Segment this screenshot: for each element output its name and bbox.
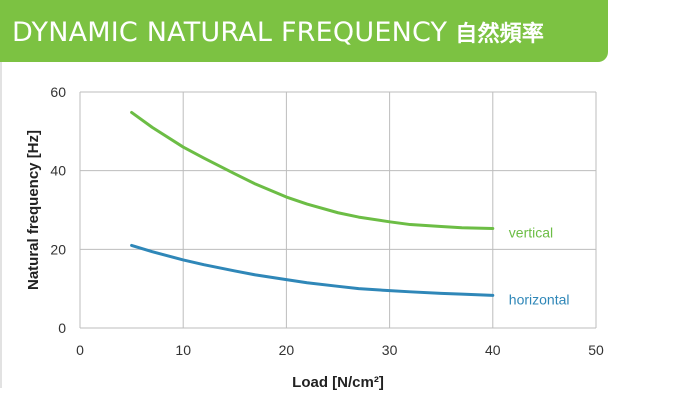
y-tick-label: 40 — [50, 163, 66, 179]
vertical-series-line — [130, 110, 495, 230]
x-tick-label: 10 — [175, 342, 191, 358]
x-tick-label: 30 — [382, 342, 398, 358]
grid — [79, 91, 597, 329]
x-tick-label: 20 — [279, 342, 295, 358]
x-tick-label: 40 — [485, 342, 501, 358]
page-title: DYNAMIC NATURAL FREQUENCY 自然頻率 — [12, 0, 544, 62]
horizontal-series-line — [130, 243, 495, 297]
x-axis-label: Load [N/cm²] — [292, 374, 384, 391]
page-title-en: DYNAMIC NATURAL FREQUENCY — [12, 17, 448, 48]
series-lines — [130, 110, 495, 297]
y-tick-label: 60 — [50, 84, 66, 100]
y-tick-label: 0 — [58, 320, 66, 336]
horizontal-series-label: horizontal — [509, 291, 570, 307]
title-banner: DYNAMIC NATURAL FREQUENCY 自然頻率 — [0, 0, 608, 62]
tick-labels: 0 10 20 30 40 50 0 20 40 60 — [50, 84, 604, 358]
left-border-rule — [0, 62, 2, 388]
y-axis-label: Natural frequency [Hz] — [25, 130, 42, 290]
y-tick-label: 20 — [50, 241, 66, 257]
x-tick-label: 50 — [588, 342, 604, 358]
page-title-cn: 自然頻率 — [455, 22, 545, 47]
series-labels: vertical horizontal — [509, 224, 570, 307]
x-tick-label: 0 — [76, 342, 84, 358]
vertical-series-label: vertical — [509, 224, 553, 240]
